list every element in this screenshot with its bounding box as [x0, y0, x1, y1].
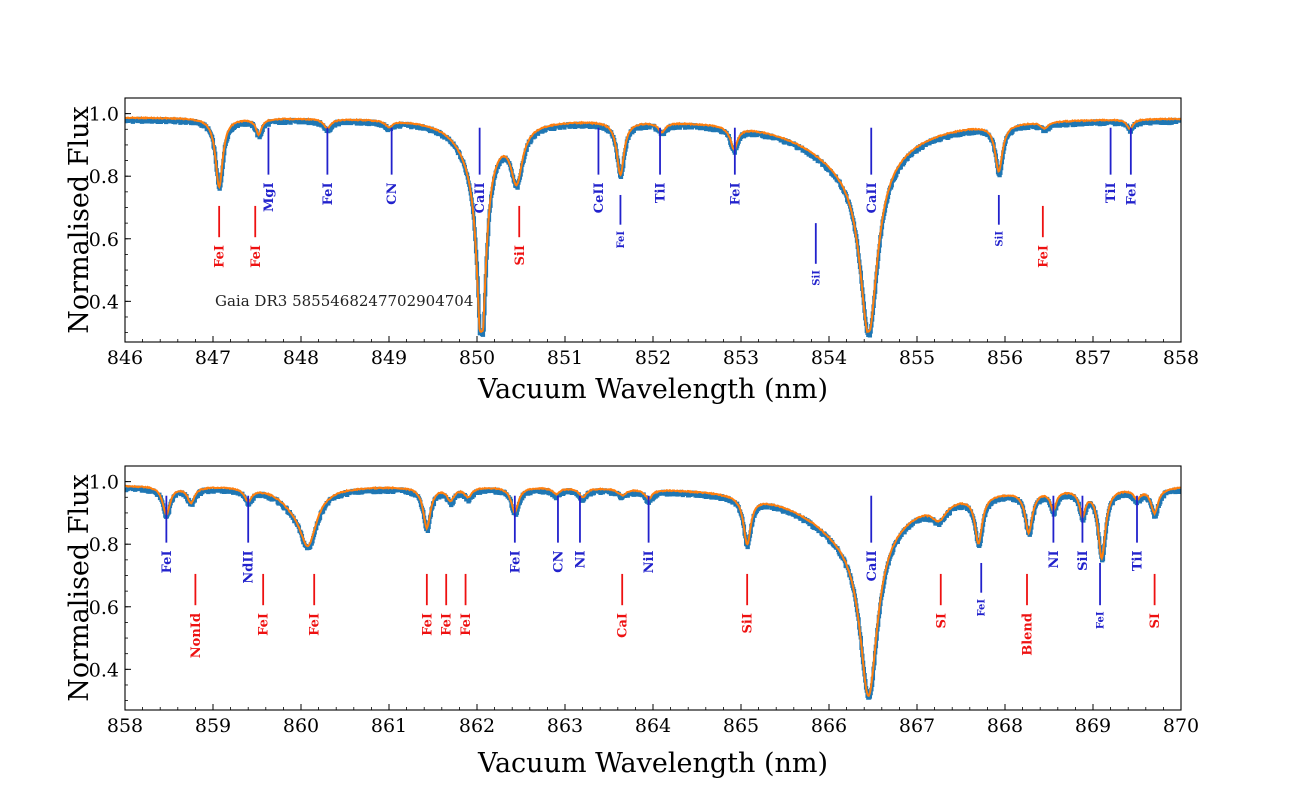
star-id-annotation: Gaia DR3 5855468247702904704	[215, 292, 473, 310]
y-axis-label: Normalised Flux	[64, 106, 95, 333]
line-label-fei: FeI	[440, 613, 455, 636]
x-tick-label: 847	[195, 347, 231, 369]
x-tick-label: 862	[459, 715, 495, 737]
x-tick-label: 858	[1163, 347, 1199, 369]
x-tick-label: 865	[723, 715, 759, 737]
y-axis-label: Normalised Flux	[64, 474, 95, 701]
line-label-caii: CaII	[865, 182, 880, 213]
x-tick-label: 861	[371, 715, 407, 737]
y-tick-label: 0.6	[89, 597, 119, 619]
model-spectrum-line	[125, 484, 1181, 698]
line-label-fei: FeI	[308, 613, 323, 636]
y-tick-label: 1.0	[89, 104, 119, 126]
line-label-caii: CaII	[473, 182, 488, 213]
x-axis-label: Vacuum Wavelength (nm)	[477, 374, 828, 405]
x-tick-label: 853	[723, 347, 759, 369]
line-label-fei: FeI	[213, 245, 228, 268]
line-label-ni: NI	[574, 550, 589, 568]
line-label-fei: FeI	[160, 550, 175, 573]
line-label-fei: FeI	[420, 613, 435, 636]
x-tick-label: 868	[987, 715, 1023, 737]
x-tick-label: 846	[107, 347, 143, 369]
x-tick-label: 849	[371, 347, 407, 369]
line-label-fei: FeI	[1096, 611, 1107, 629]
bottom-spectrum-panel: FeI NonId NdII FeI FeI FeI FeI FeI FeI CN NI CaI NiI…	[64, 465, 1199, 779]
line-label-sii: SiI	[811, 270, 822, 286]
line-label-caii: CaII	[865, 550, 880, 581]
x-tick-label: 852	[635, 347, 671, 369]
line-label-tii: TiI	[1131, 550, 1146, 571]
line-label-mgi: MgI	[262, 182, 277, 212]
x-tick-label: 855	[899, 347, 935, 369]
line-label-ceii: CeII	[592, 182, 607, 213]
line-label-fei: FeI	[257, 613, 272, 636]
x-axis-label: Vacuum Wavelength (nm)	[477, 748, 828, 779]
line-label-ndii: NdII	[242, 550, 257, 583]
x-tick-label: 870	[1163, 715, 1199, 737]
line-label-blend: Blend	[1021, 613, 1036, 656]
line-label-fei: FeI	[321, 182, 336, 205]
line-label-fei: FeI	[616, 231, 627, 249]
x-tick-label: 854	[811, 347, 847, 369]
line-label-ni: NI	[1047, 550, 1062, 568]
line-label-fei: FeI	[1124, 182, 1139, 205]
x-tick-label: 864	[635, 715, 671, 737]
x-tick-label: 869	[1075, 715, 1111, 737]
model-spectrum-line	[125, 115, 1181, 334]
x-tick-label: 860	[283, 715, 319, 737]
line-label-fei: FeI	[459, 613, 474, 636]
line-label-si: SI	[1148, 613, 1163, 628]
line-label-fei: FeI	[1036, 245, 1051, 268]
line-label-sii: SiI	[994, 231, 1005, 247]
x-tick-label: 867	[899, 715, 935, 737]
x-tick-label: 866	[811, 715, 847, 737]
y-tick-label: 0.4	[89, 659, 119, 681]
y-tick-label: 0.4	[89, 291, 119, 313]
line-label-fei: FeI	[977, 599, 988, 617]
x-tick-label: 851	[547, 347, 583, 369]
x-tick-label: 858	[107, 715, 143, 737]
line-label-fei: FeI	[249, 245, 264, 268]
line-label-cn: CN	[385, 182, 400, 204]
line-label-tii: TiI	[1104, 182, 1119, 203]
x-tick-label: 863	[547, 715, 583, 737]
line-label-sii: SiI	[741, 613, 756, 633]
top-spectrum-panel: FeI FeI MgI FeI CN CaII SiI CeII FeI TiI FeI SiI CaI…	[64, 97, 1199, 405]
line-label-sii: SiI	[513, 245, 528, 265]
y-tick-label: 0.8	[89, 166, 119, 188]
line-label-nii: NiI	[642, 550, 657, 573]
x-tick-label: 859	[195, 715, 231, 737]
y-tick-label: 0.8	[89, 534, 119, 556]
y-tick-label: 0.6	[89, 229, 119, 251]
line-label-fei: FeI	[508, 550, 523, 573]
line-label-cn: CN	[552, 550, 567, 572]
line-label-sii: SiI	[1076, 550, 1091, 570]
line-label-cai: CaI	[616, 613, 631, 638]
x-tick-label: 848	[283, 347, 319, 369]
line-label-nonid: NonId	[189, 613, 204, 658]
line-label-tii: TiI	[654, 182, 669, 203]
x-tick-label: 856	[987, 347, 1023, 369]
x-tick-label: 850	[459, 347, 495, 369]
line-label-si: SI	[934, 613, 949, 628]
line-label-fei: FeI	[728, 182, 743, 205]
x-tick-label: 857	[1075, 347, 1111, 369]
y-tick-label: 1.0	[89, 472, 119, 494]
